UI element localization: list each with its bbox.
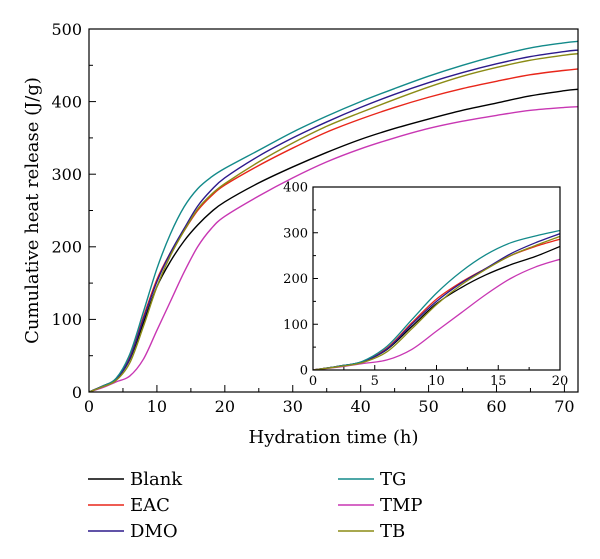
- inset-x-tick-label: 20: [552, 374, 569, 389]
- main-plot: 0 10 20 30 40 50 60 700100200300400500Hydration…: [22, 20, 579, 448]
- main-series-dmo: [89, 49, 578, 392]
- main-x-tick-label: 40: [350, 397, 370, 416]
- legend-item-dmo: DMO: [88, 521, 178, 542]
- legend-label: Blank: [130, 469, 183, 490]
- legend-label: TB: [380, 521, 405, 542]
- main-series-tmp: [89, 105, 578, 392]
- inset-y-tick-label: 0: [300, 364, 308, 379]
- main-x-tick-label: 50: [418, 397, 438, 416]
- inset-x-tick-label: 15: [490, 374, 507, 389]
- main-y-tick-label: 300: [51, 165, 82, 184]
- inset-y-tick-label: 400: [283, 181, 308, 196]
- main-series-group: [89, 40, 578, 392]
- legend-label: TG: [380, 469, 406, 490]
- inset-y-tick-label: 300: [283, 226, 308, 241]
- main-y-tick-label: 100: [51, 310, 82, 329]
- main-y-tick-label: 500: [51, 20, 82, 39]
- main-y-tick-label: 400: [51, 92, 82, 111]
- legend-item-blank: Blank: [88, 469, 183, 490]
- legend-label: DMO: [130, 521, 178, 542]
- main-series-tb: [89, 52, 578, 392]
- inset-series-tb: [313, 235, 560, 370]
- main-x-tick-label: 0: [84, 397, 94, 416]
- legend-label: TMP: [380, 495, 423, 516]
- main-x-tick-label: 10: [147, 397, 167, 416]
- inset-y-tick-label: 200: [283, 272, 308, 287]
- main-x-tick-label: 20: [215, 397, 235, 416]
- inset-x-tick-label: 0: [309, 374, 317, 389]
- main-x-tick-label: 70: [554, 397, 574, 416]
- legend-item-eac: EAC: [88, 495, 170, 516]
- legend: Blank EAC DMO TG TMP TB: [88, 469, 423, 542]
- legend-item-tg: TG: [338, 469, 406, 490]
- inset-x-tick-label: 10: [428, 374, 445, 389]
- legend-label: EAC: [130, 495, 170, 516]
- inset-background: [313, 187, 560, 370]
- inset-y-tick-label: 100: [283, 318, 308, 333]
- x-axis-title: Hydration time (h): [249, 427, 419, 448]
- main-x-tick-label: 30: [283, 397, 303, 416]
- main-series-tg: [89, 40, 578, 392]
- main-y-tick-label: 200: [51, 238, 82, 257]
- main-x-tick-label: 60: [486, 397, 506, 416]
- legend-item-tb: TB: [338, 521, 405, 542]
- y-axis-title: Cumulative heat release (J/g): [22, 77, 43, 344]
- legend-item-tmp: TMP: [338, 495, 423, 516]
- main-y-tick-label: 0: [72, 383, 82, 402]
- inset-x-tick-label: 5: [371, 374, 379, 389]
- inset-series-group: [313, 229, 560, 370]
- inset-series-tg: [313, 229, 560, 370]
